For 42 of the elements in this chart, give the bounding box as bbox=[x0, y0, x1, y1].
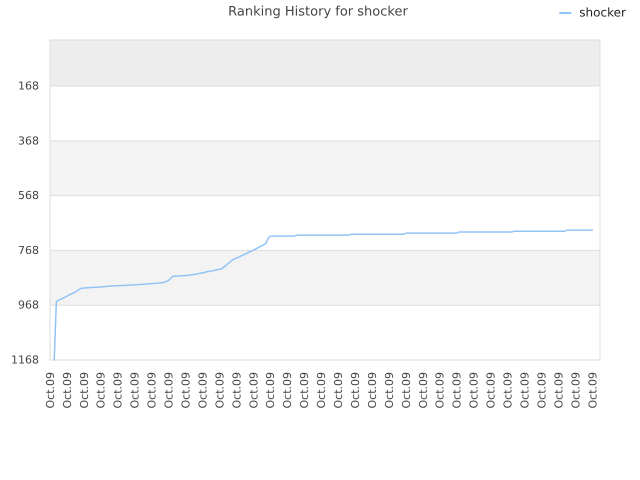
x-tick-label: Oct.09 bbox=[332, 372, 345, 409]
x-tick-label: Oct.09 bbox=[434, 372, 447, 409]
x-tick-label: Oct.09 bbox=[535, 372, 548, 409]
y-tick-label: 1168 bbox=[11, 354, 39, 367]
x-tick-label: Oct.09 bbox=[94, 372, 108, 409]
x-tick-label: Oct.09 bbox=[213, 372, 226, 409]
x-tick-label: Oct.09 bbox=[112, 372, 125, 409]
x-tick-label: Oct.09 bbox=[60, 372, 74, 409]
x-tick-label: Oct.09 bbox=[162, 372, 176, 409]
y-tick-label: 168 bbox=[18, 80, 39, 93]
x-tick-label: Oct.09 bbox=[146, 372, 159, 409]
y-tick-label: 368 bbox=[18, 134, 39, 148]
y-tick-label: 968 bbox=[18, 298, 39, 312]
x-tick-label: Oct.09 bbox=[315, 372, 328, 409]
x-tick-label: Oct.09 bbox=[484, 372, 498, 409]
x-tick-label: Oct.09 bbox=[468, 372, 481, 409]
x-tick-label: Oct.09 bbox=[382, 372, 396, 409]
chart-title: Ranking History for shocker bbox=[228, 4, 408, 20]
x-tick-label: Oct.09 bbox=[44, 372, 57, 409]
x-tick-label: Oct.09 bbox=[281, 372, 294, 409]
x-tick-label: Oct.09 bbox=[179, 372, 192, 409]
x-tick-label: Oct.09 bbox=[298, 372, 312, 409]
y-tick-label: 768 bbox=[18, 244, 39, 257]
x-tick-label: Oct.09 bbox=[416, 372, 430, 409]
x-tick-label: Oct.09 bbox=[196, 372, 210, 409]
x-tick-label: Oct.09 bbox=[586, 372, 600, 409]
x-tick-label: Oct.09 bbox=[128, 372, 142, 409]
x-tick-label: Oct.09 bbox=[450, 372, 464, 409]
line-series bbox=[53, 229, 594, 361]
x-tick-label: Oct.09 bbox=[264, 372, 278, 409]
x-tick-label: Oct.09 bbox=[552, 372, 566, 409]
x-tick-label: Oct.09 bbox=[78, 372, 91, 409]
x-tick-label: Oct.09 bbox=[348, 372, 362, 409]
x-tick-label: Oct.09 bbox=[569, 372, 582, 409]
x-tick-label: Oct.09 bbox=[366, 372, 379, 409]
x-tick-label: Oct.09 bbox=[230, 372, 244, 409]
x-tick-label: Oct.09 bbox=[247, 372, 260, 409]
y-tick-label: 568 bbox=[18, 189, 39, 202]
legend-label: shocker bbox=[579, 5, 626, 20]
x-tick-label: Oct.09 bbox=[400, 372, 413, 409]
x-tick-label: Oct.09 bbox=[502, 372, 514, 409]
x-tick-label: Oct.09 bbox=[518, 372, 532, 409]
